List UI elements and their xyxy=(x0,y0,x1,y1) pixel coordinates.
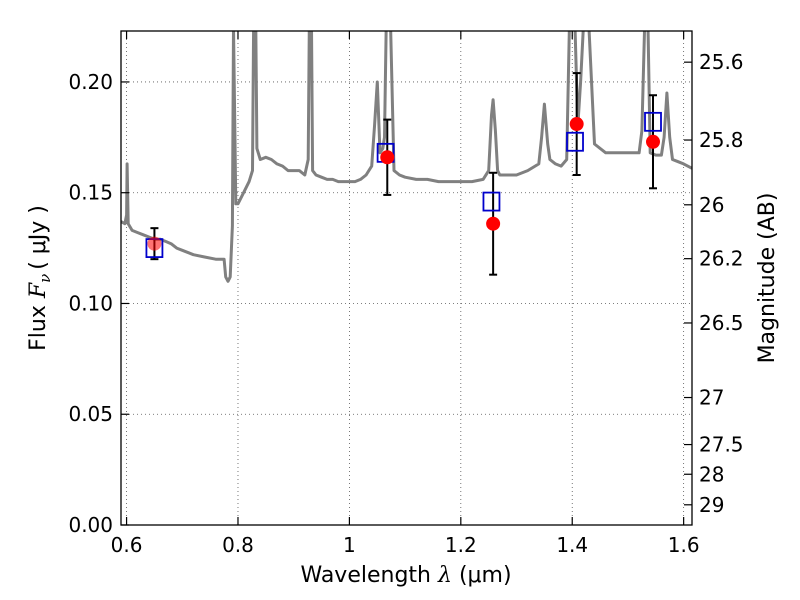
y-tick-label: 0.15 xyxy=(68,181,113,205)
square-markers xyxy=(145,111,662,258)
y2-tick-label: 29 xyxy=(699,493,724,517)
y-axis-ticks: 0.00 0.05 0.10 0.15 0.20 xyxy=(68,70,129,537)
model-spectrum-line xyxy=(121,31,692,283)
y2-tick-label: 25.8 xyxy=(699,128,744,152)
x-tick-label: 1 xyxy=(343,533,356,557)
x-axis-title: Wavelength λ (μm) xyxy=(300,563,511,588)
y-axis-title: Flux Fν( μJy ) xyxy=(26,205,54,351)
square-marker xyxy=(566,131,584,152)
error-bars xyxy=(150,72,658,276)
y2-axis-title: Magnitude (AB) xyxy=(755,193,780,364)
y2-tick-label: 26.5 xyxy=(699,311,744,335)
y-tick-label: 0.00 xyxy=(68,513,113,537)
y-tick-label: 0.10 xyxy=(68,291,113,315)
x-tick-label: 0.8 xyxy=(222,533,254,557)
x-tick-label: 1.6 xyxy=(668,533,700,557)
x-tick-label: 0.6 xyxy=(111,533,143,557)
y2-tick-label: 27.5 xyxy=(699,433,744,457)
square-marker xyxy=(644,111,662,132)
circle-marker xyxy=(486,216,501,231)
circle-marker xyxy=(569,117,584,132)
circle-marker xyxy=(380,150,395,165)
y-tick-label: 0.05 xyxy=(68,402,113,426)
y2-tick-label: 26 xyxy=(699,193,724,217)
plot-frame xyxy=(120,30,693,526)
y2-tick-label: 26.2 xyxy=(699,247,744,271)
y2-axis-ticks: 25.6 25.8 26 26.2 26.5 27 27.5 28 29 xyxy=(684,50,744,517)
circle-marker xyxy=(646,134,661,149)
grid-lines xyxy=(121,31,692,526)
circle-markers xyxy=(147,117,661,251)
y-tick-label: 0.20 xyxy=(68,70,113,94)
y2-tick-label: 25.6 xyxy=(699,50,744,74)
x-tick-label: 1.2 xyxy=(445,533,477,557)
x-tick-label: 1.4 xyxy=(556,533,588,557)
y2-tick-label: 27 xyxy=(699,386,724,410)
circle-marker xyxy=(147,236,162,251)
x-axis-ticks: 0.6 0.8 1 1.2 1.4 1.6 xyxy=(111,31,700,557)
square-marker xyxy=(482,191,501,212)
y2-tick-label: 28 xyxy=(699,462,724,486)
